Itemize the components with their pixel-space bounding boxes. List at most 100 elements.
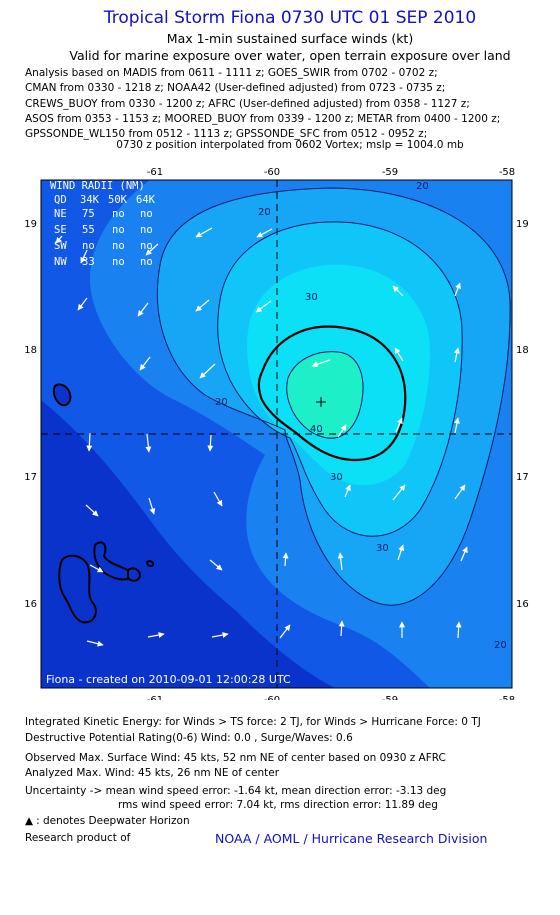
center-crosshair bbox=[41, 180, 512, 688]
wind-arrow bbox=[55, 235, 63, 244]
wind-arrow bbox=[460, 546, 468, 562]
wind-radii-cell: no bbox=[112, 208, 125, 220]
wind-arrow bbox=[207, 434, 214, 452]
lon-tick-label: -60 bbox=[264, 167, 280, 178]
wind-arrow bbox=[86, 432, 93, 452]
organization-link[interactable]: NOAA / AOML / Hurricane Research Divisio… bbox=[215, 831, 488, 846]
land-masses bbox=[20, 383, 155, 688]
wind-arrow bbox=[195, 227, 213, 238]
wind-arrow bbox=[454, 484, 466, 500]
uncertainty-line: Uncertainty -> mean wind speed error: -1… bbox=[25, 785, 447, 797]
wind-radii-cell: 33 bbox=[82, 256, 95, 268]
wind-arrow bbox=[338, 620, 345, 637]
latitude-ticks-left: 19 18 17 16 bbox=[24, 219, 37, 610]
wind-arrow bbox=[392, 484, 406, 501]
contour-label: 30 bbox=[330, 472, 343, 483]
wind-arrow bbox=[255, 300, 272, 313]
contour-line bbox=[286, 351, 364, 439]
wind-arrow bbox=[211, 632, 229, 638]
contour-line bbox=[156, 187, 511, 606]
wind-radii-header-qd: QD bbox=[54, 194, 67, 206]
lat-tick-label: 18 bbox=[516, 345, 529, 356]
island-dominica bbox=[20, 659, 32, 688]
dpr-line: Destructive Potential Rating(0-6) Wind: … bbox=[25, 732, 353, 744]
contour-label: 20 bbox=[215, 397, 228, 408]
position-note: 0730 z position interpolated from 0602 V… bbox=[116, 139, 464, 151]
island-small bbox=[145, 560, 155, 567]
wind-vectors bbox=[55, 227, 468, 647]
analyzed-max-line: Analyzed Max. Wind: 45 kts, 26 nm NE of … bbox=[25, 767, 280, 779]
wind-arrow bbox=[137, 302, 149, 317]
analysis-line: ASOS from 0353 - 1153 z; MOORED_BUOY fro… bbox=[25, 112, 501, 125]
wind-arrow bbox=[279, 624, 291, 639]
wind-arrow bbox=[453, 347, 460, 363]
wind-radii-cell: no bbox=[112, 240, 125, 252]
deepwater-note-text: : denotes Deepwater Horizon bbox=[36, 815, 190, 827]
wind-radii-cell: 55 bbox=[82, 224, 95, 236]
lat-tick-label: 16 bbox=[24, 599, 37, 610]
wind-arrow bbox=[85, 504, 99, 517]
wind-arrow bbox=[395, 417, 403, 433]
wind-arrow bbox=[80, 249, 88, 264]
wind-arrow bbox=[453, 417, 460, 434]
wind-radii-cell: SW bbox=[54, 240, 67, 252]
lat-tick-label: 16 bbox=[516, 599, 529, 610]
wind-arrow bbox=[256, 228, 273, 238]
observed-max-line: Observed Max. Surface Wind: 45 kts, 52 n… bbox=[25, 752, 446, 764]
wind-arrow bbox=[282, 552, 289, 567]
island-antigua bbox=[52, 383, 72, 407]
lat-tick-label: 18 bbox=[24, 345, 37, 356]
wind-arrow bbox=[455, 621, 462, 639]
wind-arrow bbox=[213, 491, 223, 507]
wind-arrow bbox=[195, 299, 210, 312]
wind-field-map: 20 20 30 30 30 40 20 20 WIND RADII (NM) … bbox=[20, 167, 529, 700]
map-validity-note: Valid for marine exposure over water, op… bbox=[69, 48, 511, 63]
lat-tick-label: 17 bbox=[24, 472, 37, 483]
map-subtitle: Max 1-min sustained surface winds (kt) bbox=[166, 31, 414, 46]
wind-band-40kt bbox=[286, 351, 363, 439]
contour-label: 40 bbox=[310, 424, 323, 435]
wind-arrow bbox=[454, 282, 461, 297]
lat-tick-label: 19 bbox=[24, 219, 37, 230]
wind-radii-header-64k: 64K bbox=[136, 194, 156, 206]
ike-line: Integrated Kinetic Energy: for Winds > T… bbox=[25, 716, 481, 728]
lon-tick-label: -58 bbox=[499, 695, 515, 700]
wind-radii-cell: no bbox=[82, 240, 95, 252]
wind-radii-cell: no bbox=[140, 256, 153, 268]
wind-arrow bbox=[311, 359, 331, 368]
wind-arrow bbox=[397, 544, 405, 561]
created-stamp: Fiona - created on 2010-09-01 12:00:28 U… bbox=[46, 673, 291, 686]
wind-arrow bbox=[392, 285, 404, 297]
wind-radii-cell: NE bbox=[54, 208, 67, 220]
storm-center-marker bbox=[316, 397, 326, 407]
wind-radii-title: WIND RADII (NM) bbox=[50, 180, 145, 192]
map-title: Tropical Storm Fiona 0730 UTC 01 SEP 201… bbox=[103, 8, 477, 28]
wind-radii-cell: no bbox=[140, 208, 153, 220]
lon-tick-label: -58 bbox=[499, 167, 515, 178]
research-label: Research product of bbox=[25, 832, 131, 844]
wind-arrow bbox=[86, 640, 104, 647]
wind-radii-cell: no bbox=[112, 256, 125, 268]
deepwater-marker-icon: ▲ bbox=[25, 815, 34, 827]
contour-label: 20 bbox=[258, 207, 271, 218]
wind-arrow bbox=[89, 564, 104, 573]
wind-arrow bbox=[337, 552, 344, 571]
wind-radii-cell: NW bbox=[54, 256, 67, 268]
lon-tick-label: -59 bbox=[382, 167, 398, 178]
wind-radii-cell: no bbox=[140, 224, 153, 236]
lon-tick-label: -61 bbox=[147, 167, 163, 178]
wind-arrow bbox=[394, 347, 404, 362]
wind-arrow bbox=[199, 363, 216, 379]
contour-line bbox=[217, 221, 463, 537]
wind-radii-table: WIND RADII (NM) QD 34K 50K 64K NE 75 no … bbox=[50, 180, 156, 268]
contour-label: 30 bbox=[376, 543, 389, 554]
contour-lines bbox=[156, 187, 511, 606]
lon-tick-label: -61 bbox=[147, 695, 163, 700]
wind-arrow bbox=[139, 356, 151, 371]
contour-value-labels: 20 20 30 30 30 40 20 20 bbox=[215, 181, 507, 651]
analysis-sources: Analysis based on MADIS from 0611 - 1111… bbox=[25, 66, 500, 142]
contour-label: 20 bbox=[494, 640, 507, 651]
wind-radii-cell: 75 bbox=[82, 208, 95, 220]
contour-label: 30 bbox=[305, 292, 318, 303]
analysis-line: CMAN from 0330 - 1218 z; NOAA42 (User-de… bbox=[25, 82, 446, 95]
